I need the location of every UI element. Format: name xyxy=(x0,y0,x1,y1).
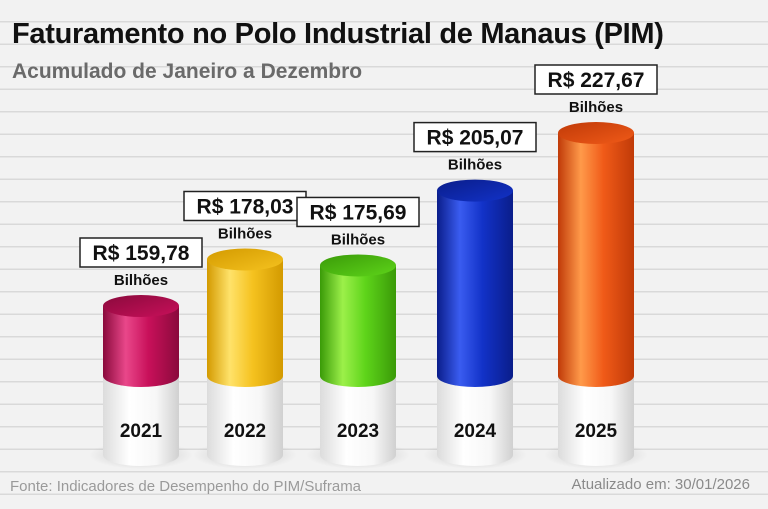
year-label-2021: 2021 xyxy=(120,421,163,442)
value-box-2022 xyxy=(183,190,307,222)
value-label-2022: R$ 178,03 xyxy=(197,195,294,218)
source-note: Fonte: Indicadores de Desempenho do PIM/… xyxy=(10,478,362,495)
bar-group-2023: 2023 Bilhões R$ 175,69 xyxy=(296,196,420,469)
value-box-2025 xyxy=(534,64,658,95)
bar-pedestal xyxy=(558,376,634,466)
year-label-2024: 2024 xyxy=(454,421,497,442)
unit-label-2022: Bilhões xyxy=(218,225,272,242)
chart-subtitle: Acumulado de Janeiro a Dezembro xyxy=(12,60,363,83)
bar-pedestal xyxy=(103,376,179,466)
bar-2024 xyxy=(437,190,513,387)
bar-pedestal xyxy=(437,376,513,466)
bar-2022 xyxy=(207,259,283,387)
bar-group-2021: 2021 Bilhões R$ 159,78 xyxy=(79,237,203,469)
unit-label-2023: Bilhões xyxy=(331,231,385,248)
bar-top-2023 xyxy=(320,254,396,277)
unit-label-2024: Bilhões xyxy=(448,157,502,174)
bar-group-2025: 2025 Bilhões R$ 227,67 xyxy=(534,64,658,469)
year-label-2022: 2022 xyxy=(224,421,266,442)
bar-group-2022: 2022 Bilhões R$ 178,03 xyxy=(183,190,307,469)
bar-top-2025 xyxy=(558,122,634,144)
value-box-2024 xyxy=(413,121,537,153)
value-label-2024: R$ 205,07 xyxy=(427,127,524,150)
bars-layer: 2021 Bilhões R$ 159,78 2022 Bilhões R$ 178,03… xyxy=(79,64,658,469)
bar-top-2021 xyxy=(103,295,179,317)
value-box-2021 xyxy=(79,237,203,268)
value-label-2023: R$ 175,69 xyxy=(310,201,407,224)
bar-top-2022 xyxy=(207,248,283,271)
chart-title: Faturamento no Polo Industrial de Manaus… xyxy=(12,18,664,50)
value-box-2023 xyxy=(296,196,420,228)
value-label-2025: R$ 227,67 xyxy=(548,69,645,92)
bar-pedestal xyxy=(320,376,396,466)
year-label-2025: 2025 xyxy=(575,421,618,442)
value-label-2021: R$ 159,78 xyxy=(93,242,190,265)
bar-top-2024 xyxy=(437,179,513,202)
unit-label-2021: Bilhões xyxy=(114,272,168,289)
bar-pedestal xyxy=(207,376,283,466)
bar-2025 xyxy=(558,133,634,387)
year-label-2023: 2023 xyxy=(337,421,379,442)
updated-note: Atualizado em: 30/01/2026 xyxy=(571,476,750,493)
bar-2023 xyxy=(320,265,396,387)
unit-label-2025: Bilhões xyxy=(569,99,623,116)
bar-group-2024: 2024 Bilhões R$ 205,07 xyxy=(413,121,537,469)
bar-2021 xyxy=(103,306,179,387)
